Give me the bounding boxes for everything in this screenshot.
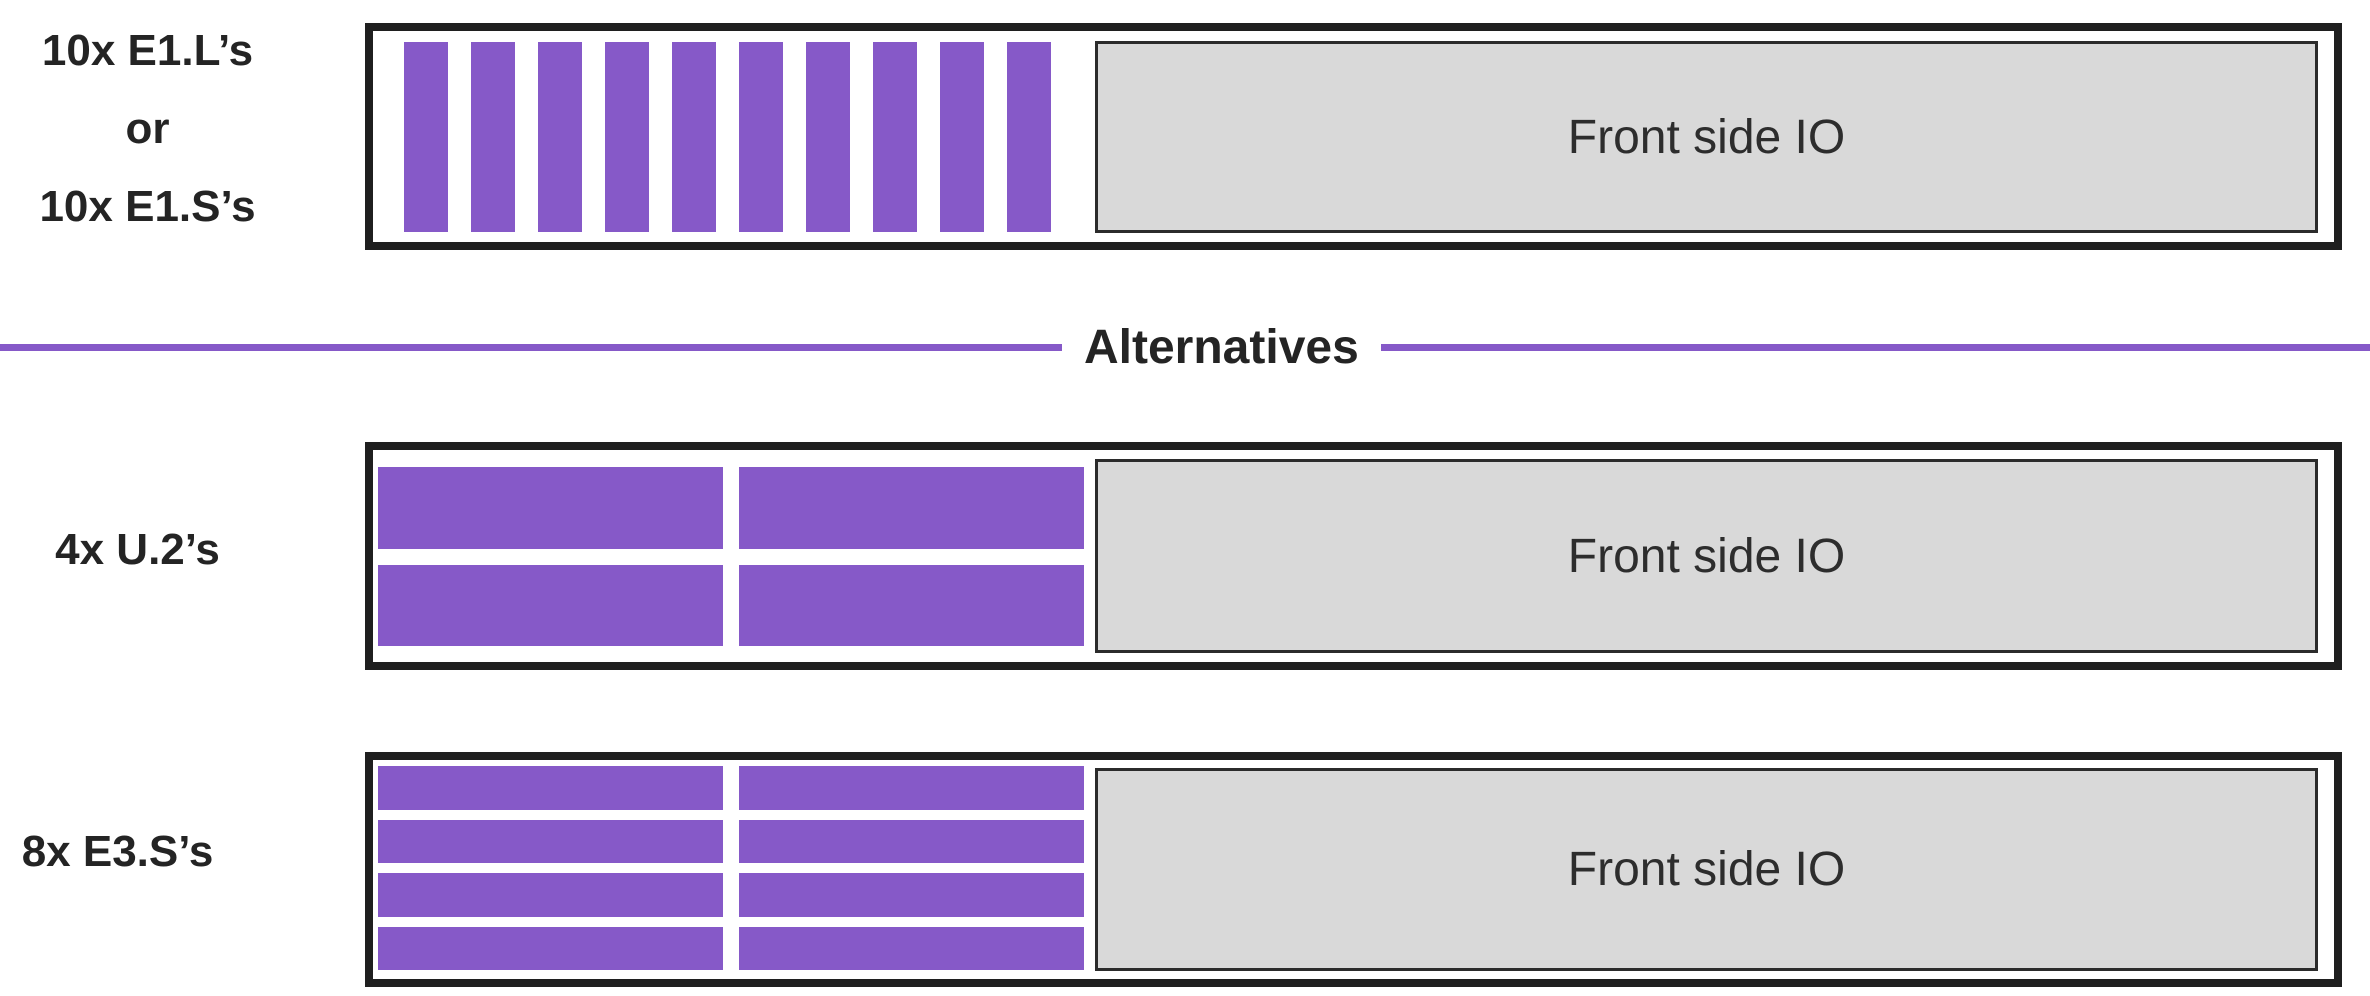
front-side-io-box-u2: Front side IO [1095,459,2318,653]
drive-bay [739,873,1084,917]
drive-bay [739,42,783,232]
drive-bay [672,42,716,232]
drive-bay [605,42,649,232]
drive-bay [378,926,723,970]
drive-bay [739,926,1084,970]
drive-bay [739,467,1084,549]
drive-bay [806,42,850,232]
front-side-io-box-e3: Front side IO [1095,768,2318,971]
drive-bays-e1 [404,42,1051,232]
divider-label: Alternatives [1084,320,1359,374]
chassis-u2: Front side IO [365,442,2342,670]
front-side-io-label-e3: Front side IO [1567,843,1846,896]
drive-bay [378,564,723,646]
chassis-e1: Front side IO [365,23,2342,250]
drive-bay [471,42,515,232]
drive-bay [378,873,723,917]
drive-bay [378,467,723,549]
row-label-e3-line1: 8x E3.S’s [21,827,214,876]
drive-bay [739,766,1084,810]
row-label-e1-line2: or [125,104,170,153]
row-label-e1: 10x E1.L’s or 10x E1.S’s [0,12,295,246]
front-side-io-label-e1: Front side IO [1567,110,1846,164]
drive-bay [1007,42,1051,232]
divider-line-right [1380,343,2370,351]
chassis-e3: Front side IO [365,752,2342,987]
drive-bay [739,819,1084,863]
drive-bay [538,42,582,232]
row-label-e3: 8x E3.S’s [0,820,235,884]
drive-bay [404,42,448,232]
drive-bay [940,42,984,232]
drive-bay [739,564,1084,646]
drive-bay [873,42,917,232]
alternatives-divider: Alternatives [0,319,2370,375]
drive-bay [378,819,723,863]
drive-bays-u2 [378,467,1084,646]
drive-bays-e3 [378,766,1084,970]
row-label-u2-line1: 4x U.2’s [55,525,220,574]
drive-bay [378,766,723,810]
row-label-e1-line3: 10x E1.S’s [39,182,256,231]
front-side-io-label-u2: Front side IO [1567,529,1846,583]
front-side-io-box-e1: Front side IO [1095,41,2318,233]
row-label-e1-line1: 10x E1.L’s [41,26,254,75]
row-label-u2: 4x U.2’s [0,518,275,582]
divider-line-left [0,343,1062,351]
